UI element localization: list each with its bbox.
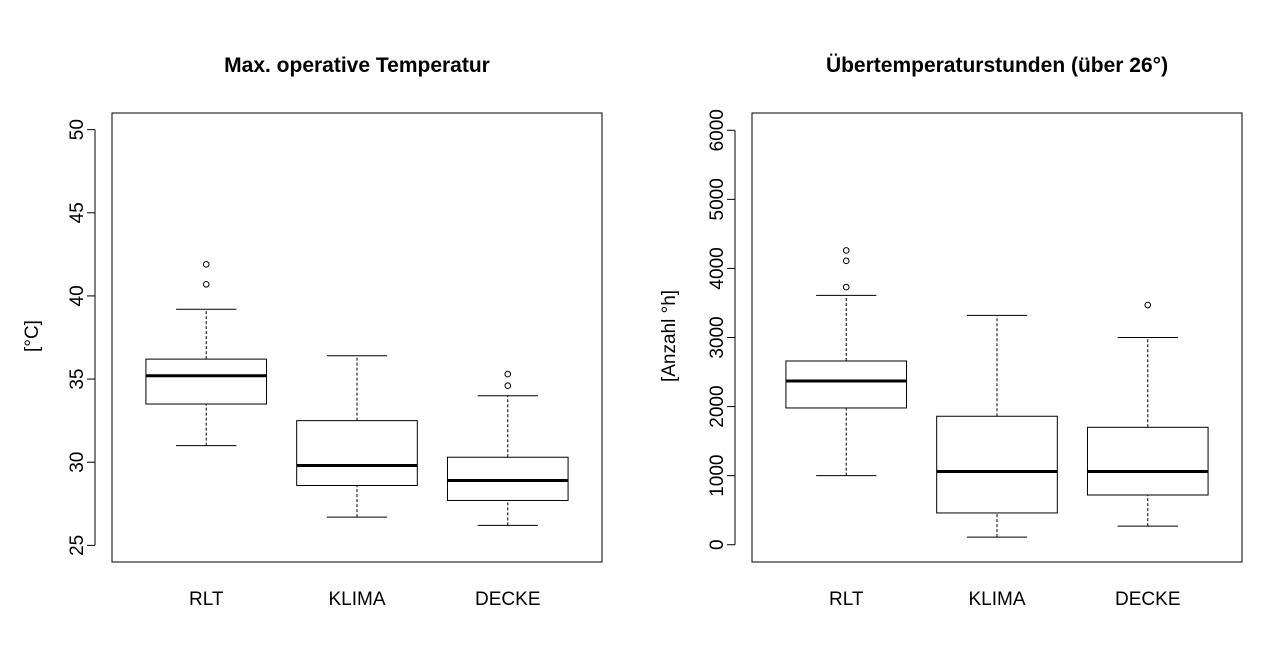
y-tick-label: 25 [67,535,88,556]
y-tick-label: 2000 [707,385,728,427]
plot-frame [751,112,1243,563]
y-tick-label: 4000 [707,247,728,289]
y-tick-label: 50 [67,119,88,140]
chart-title: Max. operative Temperatur [224,54,490,77]
y-tick-label: 3000 [707,316,728,358]
box-iqr [1086,426,1209,496]
box-iqr [936,415,1058,514]
y-ticks-layer: 0 1000 2000 3000 4000 5000 6000 [707,109,736,550]
temperature-panel: Max. operative Temperatur [°C] 25 30 35 40 4… [22,54,603,610]
x-categories-layer: RLT KLIMA DECKE [189,589,541,610]
box-iqr [785,360,908,409]
x-category-label: KLIMA [328,589,385,610]
overtemperature-hours-panel: Übertemperaturstunden (über 26°) [Anzahl… [659,54,1243,610]
x-category-label: DECKE [1115,589,1180,610]
outlier-point [842,257,850,265]
box-iqr [145,358,268,405]
y-tick-label: 1000 [707,455,728,497]
y-tick-label: 5000 [707,178,728,220]
outlier-point [842,247,850,254]
outlier-point [842,283,850,291]
y-tick-label: 30 [67,452,88,473]
boxes-layer [785,247,1209,538]
y-tick-label: 0 [707,539,728,550]
x-category-label: DECKE [475,589,540,610]
outlier-point [202,261,210,268]
outlier-point [202,280,210,288]
x-category-label: RLT [189,589,224,610]
box-iqr [296,420,418,487]
outlier-point [1144,301,1152,309]
outlier-point [504,382,512,390]
y-tick-label: 45 [67,202,88,223]
y-tick-label: 6000 [707,109,728,151]
y-axis-label: [°C] [22,320,43,352]
y-tick-label: 40 [67,285,88,306]
y-axis-label: [Anzahl °h] [659,290,680,382]
x-categories-layer: RLT KLIMA DECKE [829,589,1181,610]
x-category-label: RLT [829,589,864,610]
y-tick-label: 35 [67,369,88,390]
box-iqr [446,456,569,501]
x-category-label: KLIMA [968,589,1025,610]
chart-title: Übertemperaturstunden (über 26°) [826,54,1168,77]
y-ticks-layer: 25 30 35 40 45 50 [67,119,96,556]
plot-frame [111,112,603,563]
outlier-point [504,370,512,378]
boxes-layer [145,261,569,526]
